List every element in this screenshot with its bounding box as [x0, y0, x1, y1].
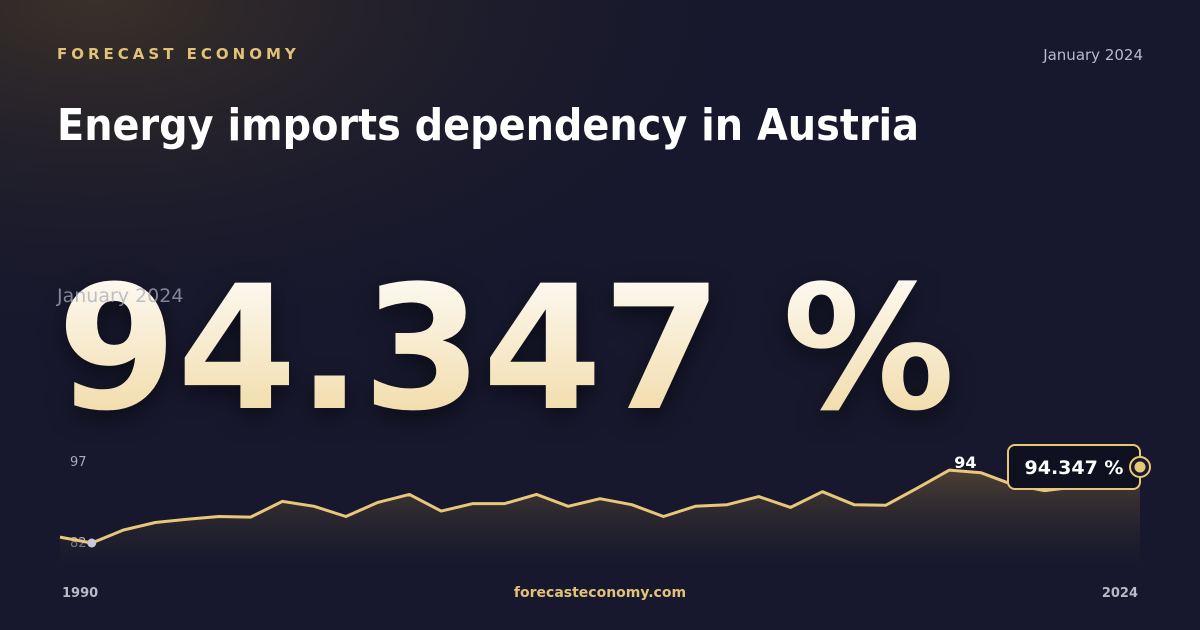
brand: FORECAST ECONOMY: [57, 45, 300, 63]
footer: forecasteconomy.com: [514, 585, 686, 601]
callout-label: 94.347 %: [1025, 457, 1124, 479]
area: [60, 470, 1140, 565]
big-value: 94.347 %: [57, 248, 955, 449]
y-tick-label: 97: [70, 455, 87, 470]
date-overlay: January 2024: [56, 285, 183, 307]
sparkline: 8297199020249494.347 %: [59, 444, 1151, 601]
date: January 2024: [1042, 46, 1143, 64]
x-tick-label: 1990: [62, 586, 98, 601]
title: Energy imports dependency in Austria: [57, 100, 919, 151]
line: [59, 468, 1141, 545]
annotation: 94: [954, 453, 976, 472]
min-point: [87, 538, 97, 548]
last-point: [1134, 461, 1146, 473]
x-tick-label: 2024: [1102, 586, 1138, 601]
